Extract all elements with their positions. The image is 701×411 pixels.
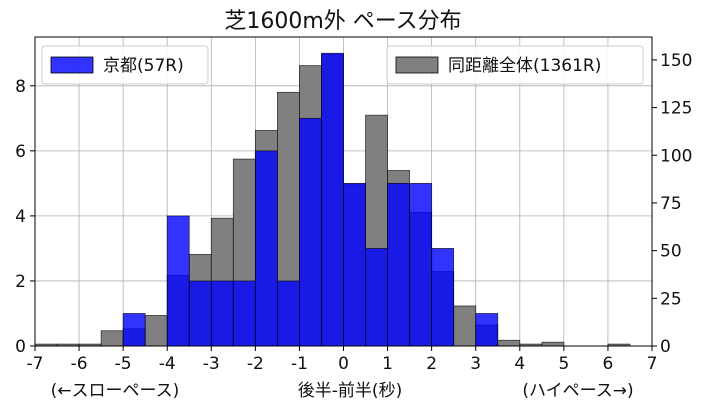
right-y-tick-label: 25 <box>660 289 682 309</box>
x-tick-label: -7 <box>27 354 44 374</box>
x-tick-label: -2 <box>247 354 264 374</box>
ticks-layer: -7 -6 -5 -4 -3 -2 -1 0 1 2 3 4 5 6 7024680255075100125… <box>15 51 692 374</box>
x-tick-label: 2 <box>426 354 437 374</box>
x-axis-label: 後半-前半(秒) <box>298 381 402 401</box>
legend-overall: 同距離全体(1361R) <box>386 45 644 85</box>
kyoto-bar <box>210 280 234 347</box>
x-tick-label: 7 <box>647 354 658 374</box>
kyoto-bar <box>188 280 212 347</box>
right-y-tick-label: 150 <box>660 51 692 71</box>
x-tick-label: 4 <box>514 354 525 374</box>
kyoto-bar <box>122 313 146 347</box>
overall-bar <box>497 339 521 347</box>
x-tick-label: -3 <box>203 354 220 374</box>
left-y-tick-label: 0 <box>15 337 26 357</box>
right-y-tick-label: 100 <box>660 146 692 166</box>
kyoto-bar <box>343 182 366 347</box>
legend-kyoto-frame <box>41 45 209 85</box>
left-y-tick-label: 6 <box>15 142 26 162</box>
x-tick-label: 5 <box>558 354 569 374</box>
x-tick-label: 3 <box>470 354 481 374</box>
kyoto-bar <box>387 182 411 347</box>
x-axis-high-pace-label: (ハイペース→) <box>522 381 633 401</box>
kyoto-bar <box>232 280 256 347</box>
legend-overall-label: 同距離全体(1361R) <box>448 56 601 76</box>
legend-kyoto-label: 京都(57R) <box>103 56 184 76</box>
x-tick-label: 6 <box>603 354 614 374</box>
legend-kyoto: 京都(57R) <box>41 45 209 85</box>
kyoto-bar <box>365 248 388 347</box>
legend-kyoto-swatch <box>50 56 94 74</box>
legend-overall-swatch <box>395 56 439 74</box>
x-tick-label: 1 <box>382 354 393 374</box>
right-y-tick-label: 50 <box>660 242 682 262</box>
kyoto-bar <box>254 150 278 347</box>
legend-overall-frame <box>386 45 644 85</box>
bars-layer <box>34 52 631 347</box>
left-y-tick-label: 8 <box>15 77 26 97</box>
right-y-tick-label: 0 <box>660 337 671 357</box>
kyoto-bar <box>166 215 190 347</box>
x-tick-label: -6 <box>71 354 88 374</box>
overall-bar <box>453 305 477 347</box>
overall-bar <box>144 315 168 347</box>
overall-bar <box>541 341 565 347</box>
right-y-tick-label: 125 <box>660 99 692 119</box>
kyoto-bar <box>431 248 455 347</box>
left-y-tick-label: 2 <box>15 272 26 292</box>
kyoto-bar <box>321 52 344 347</box>
kyoto-bar <box>276 280 300 347</box>
x-axis-slow-pace-label: (←スローペース) <box>51 381 180 401</box>
x-tick-label: -5 <box>115 354 132 374</box>
overall-bar <box>100 330 124 347</box>
x-tick-label: 0 <box>338 354 349 374</box>
kyoto-bar <box>409 182 433 347</box>
x-tick-label: -4 <box>159 354 176 374</box>
chart-title: 芝1600m外 ペース分布 <box>224 9 461 34</box>
x-tick-label: -1 <box>291 354 308 374</box>
left-y-tick-label: 4 <box>15 207 26 227</box>
kyoto-bar <box>299 117 322 347</box>
right-y-tick-label: 75 <box>660 194 682 214</box>
kyoto-bar <box>475 313 499 347</box>
